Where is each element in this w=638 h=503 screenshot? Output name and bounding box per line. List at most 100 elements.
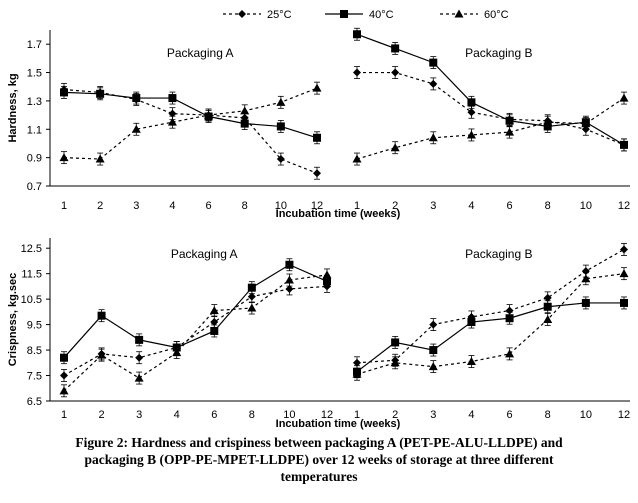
x-tick-label: 1 xyxy=(61,200,67,212)
square-marker xyxy=(285,260,294,269)
series-1 xyxy=(353,296,628,379)
y-tick-label: 0.7 xyxy=(27,181,42,193)
triangle-marker xyxy=(240,106,250,115)
x-tick-label: 10 xyxy=(580,200,592,212)
figure-caption: Figure 2: Hardness and crispiness betwee… xyxy=(0,434,638,485)
panel-title: Packaging A xyxy=(167,46,234,60)
y-tick-label: 12.5 xyxy=(21,243,42,255)
x-tick-label: 10 xyxy=(283,409,295,421)
square-marker xyxy=(60,353,68,362)
x-tick-label: 3 xyxy=(430,409,436,421)
diamond-marker xyxy=(135,353,144,362)
x-tick-label: 6 xyxy=(507,200,513,212)
x-tick-label: 4 xyxy=(169,200,175,212)
y-tick-label: 1.7 xyxy=(27,39,42,51)
diamond-marker xyxy=(429,320,438,329)
y-tick-label: 9.5 xyxy=(27,320,42,332)
square-marker xyxy=(168,94,177,103)
diamond-marker xyxy=(168,109,177,118)
x-tick-label: 8 xyxy=(242,200,248,212)
triangle-marker xyxy=(466,357,476,366)
triangle-marker xyxy=(95,154,105,163)
series-2 xyxy=(59,268,332,398)
x-tick-label: 12 xyxy=(321,409,333,421)
diamond-marker xyxy=(353,358,361,367)
x-tick-label: 10 xyxy=(580,409,592,421)
x-tick-label: 2 xyxy=(97,200,103,212)
legend-label: 40°C xyxy=(369,9,394,21)
x-tick-label: 1 xyxy=(354,409,360,421)
legend-label: 25°C xyxy=(267,9,292,21)
series-line xyxy=(356,273,625,375)
panel-title: Packaging A xyxy=(171,247,238,261)
triangle-marker xyxy=(505,127,515,136)
y-tick-label: 1.5 xyxy=(27,68,42,80)
y-tick-label: 10.5 xyxy=(21,294,42,306)
x-tick-label: 1 xyxy=(354,200,360,212)
square-marker xyxy=(240,119,249,128)
square-marker xyxy=(467,318,476,327)
triangle-marker xyxy=(312,83,322,92)
x-tick-label: 2 xyxy=(99,409,105,421)
diamond-marker xyxy=(313,169,321,178)
x-tick-label: 12 xyxy=(618,409,630,421)
series-line xyxy=(63,285,328,377)
y-tick-label: 1.1 xyxy=(27,124,42,136)
y-tick-label: 1.3 xyxy=(27,96,42,108)
y-tick-label: 0.9 xyxy=(27,153,42,165)
square-marker xyxy=(543,302,552,311)
square-marker xyxy=(313,133,321,142)
x-tick-label: 3 xyxy=(136,409,142,421)
triangle-marker xyxy=(167,117,177,126)
triangle-marker xyxy=(390,143,400,152)
triangle-marker xyxy=(352,369,362,378)
diamond-marker xyxy=(238,10,246,18)
triangle-marker xyxy=(209,306,219,315)
x-tick-label: 12 xyxy=(618,200,630,212)
triangle-marker xyxy=(172,348,182,357)
square-marker xyxy=(467,98,476,107)
square-marker xyxy=(96,89,105,98)
series-line xyxy=(63,274,328,392)
square-marker xyxy=(391,44,400,53)
x-tick-label: 8 xyxy=(545,409,551,421)
x-tick-label: 1 xyxy=(61,409,67,421)
square-marker xyxy=(210,326,219,335)
triangle-marker xyxy=(204,110,214,119)
x-axis-label: Incubation time (weeks) xyxy=(276,208,401,220)
x-tick-label: 8 xyxy=(545,200,551,212)
diamond-marker xyxy=(247,292,256,301)
square-marker xyxy=(505,116,514,125)
y-axis-label: Hardness, kg xyxy=(7,73,19,142)
square-marker xyxy=(60,88,68,97)
figure: 25°C 40°C 60°C 0.7 0.9 1.1 1.3 1.5 1.7 Hardness, … xyxy=(7,9,630,430)
diamond-marker xyxy=(467,108,476,117)
square-marker xyxy=(429,346,438,355)
diamond-marker xyxy=(285,284,294,293)
y-axis-label: Crispness, kg.sec xyxy=(7,273,19,367)
x-tick-label: 10 xyxy=(275,200,287,212)
x-tick-label: 2 xyxy=(392,200,398,212)
x-tick-label: 3 xyxy=(133,200,139,212)
triangle-marker xyxy=(322,270,332,279)
diamond-marker xyxy=(543,293,552,302)
triangle-marker xyxy=(390,358,400,367)
triangle-marker xyxy=(466,130,476,139)
y-tick-label: 8.5 xyxy=(27,345,42,357)
series-line xyxy=(357,71,625,146)
triangle-marker xyxy=(276,97,286,106)
x-tick-label: 4 xyxy=(174,409,180,421)
caption-line-1: Figure 2: Hardness and crispiness betwee… xyxy=(75,435,563,450)
y-tick-label: 11.5 xyxy=(21,269,42,281)
triangle-marker xyxy=(428,133,438,142)
triangle-marker xyxy=(134,373,144,382)
x-tick-label: 6 xyxy=(507,409,513,421)
legend: 25°C 40°C 60°C xyxy=(223,9,509,21)
panel-title: Packaging B xyxy=(465,247,532,261)
x-tick-label: 12 xyxy=(311,200,323,212)
triangle-marker xyxy=(352,154,362,163)
diamond-marker xyxy=(391,68,400,77)
triangle-marker xyxy=(131,124,141,133)
series-line xyxy=(356,248,625,364)
square-marker xyxy=(247,283,256,292)
